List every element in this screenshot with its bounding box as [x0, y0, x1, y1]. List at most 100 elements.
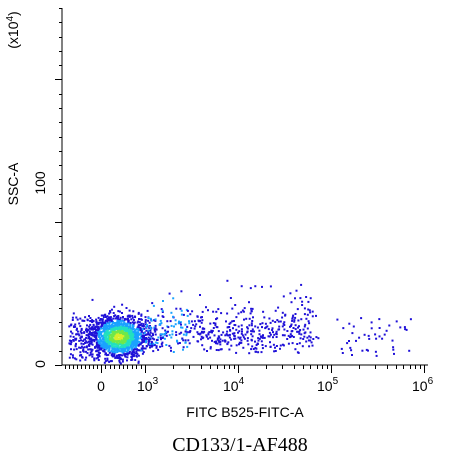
event-dot: [271, 329, 274, 331]
event-dot: [137, 320, 140, 323]
event-dot: [256, 343, 259, 345]
event-dot: [163, 337, 166, 340]
event-dot: [121, 312, 123, 314]
event-dot: [121, 323, 124, 326]
event-dot: [311, 315, 314, 318]
event-dot: [141, 329, 143, 332]
event-dot: [111, 328, 114, 330]
event-dot: [132, 348, 135, 351]
event-dot: [111, 352, 114, 355]
event-dot: [74, 338, 77, 341]
event-dot: [137, 324, 140, 327]
event-dot: [80, 327, 83, 330]
event-dot: [296, 343, 299, 345]
event-dot: [302, 328, 305, 331]
event-dot: [130, 344, 133, 347]
event-dot: [122, 344, 125, 346]
event-dot: [297, 326, 299, 329]
event-dot: [283, 334, 286, 337]
chart-caption: CD133/1-AF488: [172, 434, 308, 456]
event-dot: [155, 341, 158, 344]
event-dot: [88, 325, 91, 328]
event-dot: [84, 338, 87, 341]
event-dot: [360, 317, 363, 320]
event-dot: [250, 322, 253, 325]
event-dot: [76, 327, 78, 330]
event-dot: [309, 297, 312, 300]
event-dot: [160, 338, 162, 341]
event-dot: [164, 331, 167, 334]
event-dot: [162, 335, 165, 338]
event-dot: [170, 311, 173, 314]
event-dot: [93, 359, 96, 362]
event-dot: [144, 334, 147, 336]
event-dot: [127, 314, 130, 317]
event-dot: [140, 334, 143, 337]
event-dot: [140, 336, 143, 339]
event-dot: [254, 285, 257, 288]
event-dot: [186, 331, 189, 334]
event-dot: [85, 350, 87, 353]
event-dot: [103, 342, 106, 345]
event-dot: [115, 356, 118, 358]
event-dot: [91, 331, 94, 334]
event-dot: [251, 307, 254, 310]
event-dot: [282, 344, 285, 347]
event-dot: [120, 348, 123, 351]
event-dot: [228, 333, 231, 336]
event-dot: [268, 335, 271, 338]
event-dot: [100, 330, 103, 333]
event-dot: [146, 323, 149, 326]
event-dot: [81, 356, 84, 359]
event-dot: [130, 338, 133, 341]
event-dot: [127, 334, 130, 337]
event-dot: [138, 343, 141, 346]
event-dot: [112, 351, 115, 354]
event-dot: [198, 333, 201, 336]
event-dot: [123, 353, 126, 356]
event-dot: [124, 340, 127, 343]
event-dot: [143, 336, 145, 339]
event-dot: [111, 325, 114, 328]
event-dot: [96, 346, 99, 349]
event-dot: [141, 339, 144, 342]
event-dot: [133, 321, 136, 324]
event-dot: [209, 336, 212, 339]
event-dot: [111, 346, 114, 349]
event-dot: [130, 359, 133, 361]
event-dot: [107, 341, 110, 344]
event-dot: [113, 353, 116, 356]
event-dot: [305, 317, 308, 320]
event-dot: [96, 327, 99, 330]
event-dot: [145, 339, 148, 342]
event-dot: [139, 323, 142, 326]
event-dot: [121, 354, 123, 357]
event-dot: [103, 323, 106, 326]
event-dot: [120, 335, 123, 338]
event-dot: [235, 316, 238, 319]
event-dot: [192, 323, 195, 326]
event-dot: [265, 326, 268, 329]
event-dot: [254, 340, 256, 343]
event-dot: [175, 334, 178, 336]
event-dot: [230, 344, 233, 347]
event-dot: [226, 279, 229, 282]
event-dot: [117, 332, 120, 335]
event-dot: [281, 316, 284, 319]
event-dot: [139, 328, 142, 331]
event-dot: [307, 339, 310, 342]
event-dot: [138, 321, 141, 324]
event-dot: [91, 355, 94, 358]
event-dot: [277, 320, 280, 323]
event-dot: [124, 353, 127, 356]
event-dot: [254, 350, 257, 353]
event-dot: [137, 354, 140, 357]
event-dot: [82, 349, 85, 351]
event-dot: [186, 309, 189, 312]
event-dot: [117, 345, 120, 348]
event-dot: [106, 327, 109, 330]
event-dot: [263, 316, 266, 319]
event-dot: [308, 309, 311, 312]
event-dot: [235, 328, 238, 331]
event-dot: [104, 328, 107, 331]
